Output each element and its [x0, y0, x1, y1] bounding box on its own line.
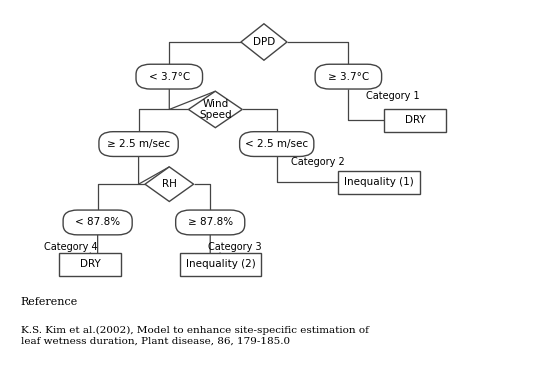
Text: ≥ 87.8%: ≥ 87.8%: [188, 218, 233, 227]
FancyBboxPatch shape: [315, 64, 382, 89]
Polygon shape: [189, 91, 242, 128]
FancyBboxPatch shape: [99, 132, 178, 157]
Text: Category 3: Category 3: [208, 241, 261, 251]
FancyBboxPatch shape: [136, 64, 203, 89]
FancyBboxPatch shape: [240, 132, 314, 157]
Text: RH: RH: [162, 179, 177, 189]
Text: DRY: DRY: [405, 115, 425, 125]
Text: Wind
Speed: Wind Speed: [199, 99, 232, 120]
Text: < 2.5 m/sec: < 2.5 m/sec: [245, 139, 308, 149]
Bar: [338, 170, 420, 194]
FancyBboxPatch shape: [176, 210, 245, 235]
Text: Category 1: Category 1: [366, 91, 420, 100]
Text: ≥ 2.5 m/sec: ≥ 2.5 m/sec: [107, 139, 170, 149]
Text: < 87.8%: < 87.8%: [75, 218, 120, 227]
Polygon shape: [145, 167, 193, 202]
Bar: [384, 109, 446, 132]
Text: Category 4: Category 4: [44, 241, 98, 251]
Text: Inequality (1): Inequality (1): [344, 177, 414, 187]
FancyBboxPatch shape: [63, 210, 132, 235]
Text: Reference: Reference: [21, 297, 78, 307]
Text: K.S. Kim et al.(2002), Model to enhance site-specific estimation of
leaf wetness: K.S. Kim et al.(2002), Model to enhance …: [21, 326, 369, 346]
Text: Category 2: Category 2: [291, 157, 345, 167]
Bar: [180, 253, 261, 276]
Text: ≥ 3.7°C: ≥ 3.7°C: [328, 72, 369, 81]
Polygon shape: [241, 24, 287, 60]
Text: DPD: DPD: [253, 37, 275, 47]
Bar: [59, 253, 120, 276]
Text: < 3.7°C: < 3.7°C: [149, 72, 190, 81]
Text: DRY: DRY: [79, 259, 100, 269]
Text: Inequality (2): Inequality (2): [185, 259, 255, 269]
